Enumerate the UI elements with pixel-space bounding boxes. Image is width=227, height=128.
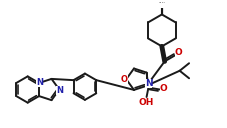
- Text: O: O: [120, 75, 127, 84]
- Text: O: O: [159, 84, 167, 93]
- Text: N: N: [144, 79, 152, 88]
- Text: OH: OH: [138, 98, 154, 107]
- Text: N: N: [56, 86, 62, 95]
- Text: ....: ....: [158, 0, 165, 4]
- Text: O: O: [174, 48, 182, 57]
- Text: N: N: [36, 78, 43, 87]
